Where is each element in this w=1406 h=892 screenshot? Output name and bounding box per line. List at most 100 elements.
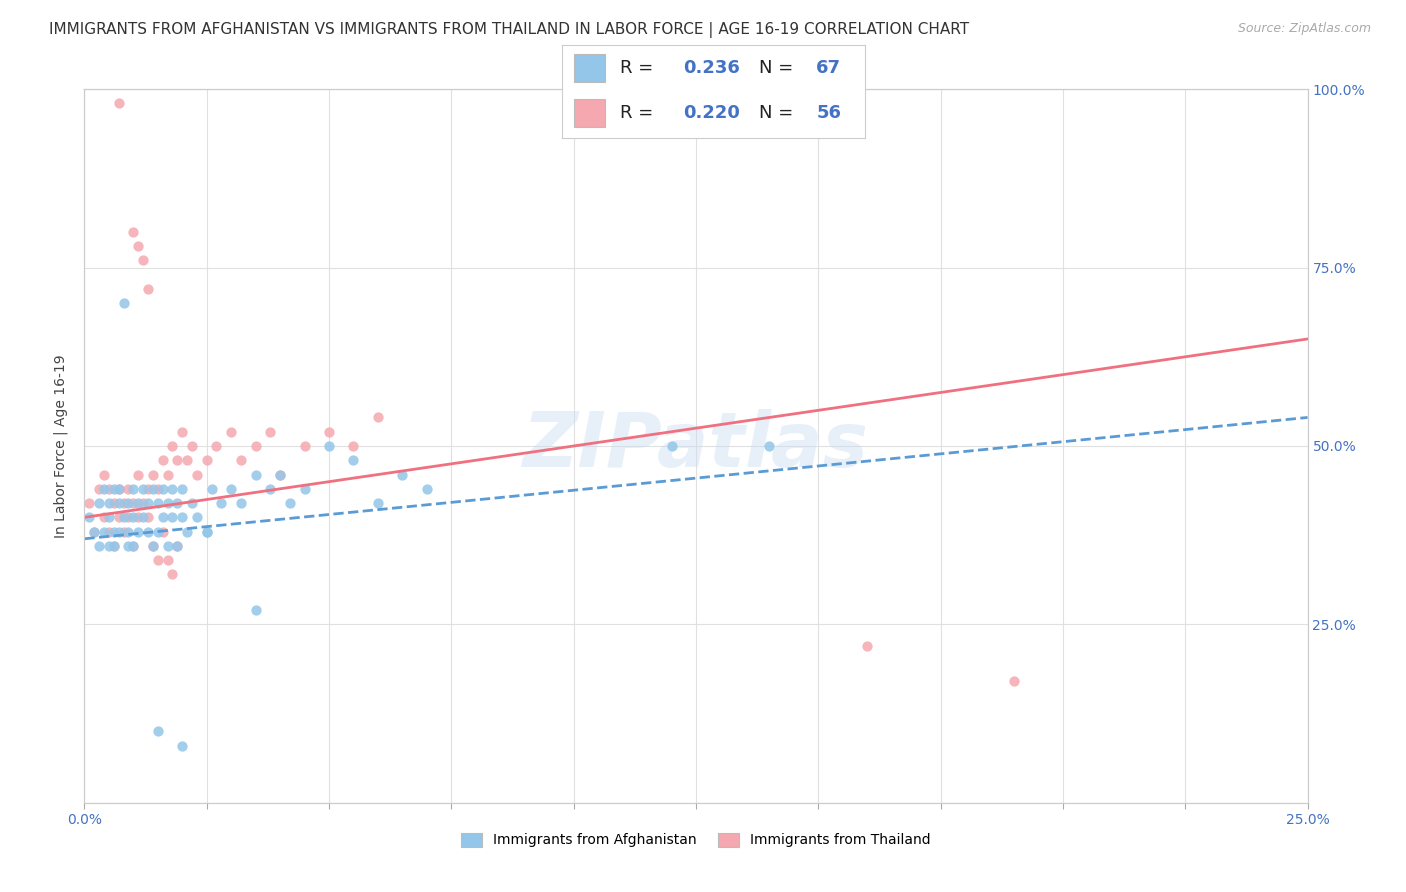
Point xyxy=(245,603,267,617)
Point xyxy=(97,482,120,496)
Point xyxy=(172,425,194,439)
Point xyxy=(259,425,281,439)
Point xyxy=(97,496,120,510)
Point xyxy=(152,510,174,524)
Point xyxy=(136,510,159,524)
Point xyxy=(162,510,184,524)
Point xyxy=(661,439,683,453)
Point xyxy=(146,724,169,739)
Point xyxy=(142,539,165,553)
Point xyxy=(195,453,218,467)
Point xyxy=(132,253,155,268)
Text: R =: R = xyxy=(620,104,659,122)
Point xyxy=(219,482,242,496)
Point xyxy=(195,524,218,539)
Point xyxy=(391,467,413,482)
Point xyxy=(107,96,129,111)
Point xyxy=(172,510,194,524)
Point xyxy=(294,482,316,496)
Point xyxy=(103,496,125,510)
Point xyxy=(162,567,184,582)
Bar xyxy=(575,54,605,82)
Point xyxy=(87,496,110,510)
Point xyxy=(142,467,165,482)
Point xyxy=(156,539,179,553)
Text: Source: ZipAtlas.com: Source: ZipAtlas.com xyxy=(1237,22,1371,36)
Point xyxy=(176,453,198,467)
Point xyxy=(758,439,780,453)
Point xyxy=(93,467,115,482)
Y-axis label: In Labor Force | Age 16-19: In Labor Force | Age 16-19 xyxy=(53,354,69,538)
Point xyxy=(112,510,135,524)
Point xyxy=(132,510,155,524)
Text: 67: 67 xyxy=(817,59,841,77)
Point xyxy=(136,496,159,510)
Point xyxy=(1002,674,1025,689)
Point xyxy=(152,524,174,539)
Point xyxy=(117,482,139,496)
Point xyxy=(122,225,145,239)
Point xyxy=(136,524,159,539)
Text: 56: 56 xyxy=(817,104,841,122)
Point xyxy=(117,496,139,510)
Point xyxy=(245,467,267,482)
Point xyxy=(127,524,149,539)
Point xyxy=(152,482,174,496)
Point xyxy=(107,482,129,496)
Point xyxy=(229,453,252,467)
Point xyxy=(93,510,115,524)
Point xyxy=(156,467,179,482)
Point xyxy=(97,510,120,524)
Point xyxy=(103,524,125,539)
Point xyxy=(122,510,145,524)
Point xyxy=(103,539,125,553)
Point xyxy=(156,553,179,567)
Point xyxy=(142,539,165,553)
Point xyxy=(127,510,149,524)
Point xyxy=(166,496,188,510)
Point xyxy=(342,453,364,467)
Point xyxy=(195,524,218,539)
Point xyxy=(127,467,149,482)
Point xyxy=(342,439,364,453)
Point xyxy=(103,482,125,496)
Point xyxy=(367,496,389,510)
Text: N =: N = xyxy=(759,104,799,122)
Point xyxy=(146,524,169,539)
Point xyxy=(136,482,159,496)
Point xyxy=(97,524,120,539)
Point xyxy=(162,439,184,453)
Point xyxy=(122,482,145,496)
Point xyxy=(142,482,165,496)
Point xyxy=(117,524,139,539)
Point xyxy=(127,496,149,510)
Point xyxy=(152,453,174,467)
Point xyxy=(229,496,252,510)
Point xyxy=(166,539,188,553)
Point xyxy=(186,510,208,524)
Point xyxy=(122,539,145,553)
Text: IMMIGRANTS FROM AFGHANISTAN VS IMMIGRANTS FROM THAILAND IN LABOR FORCE | AGE 16-: IMMIGRANTS FROM AFGHANISTAN VS IMMIGRANT… xyxy=(49,22,969,38)
Point xyxy=(112,524,135,539)
Point xyxy=(166,453,188,467)
Point xyxy=(136,282,159,296)
Point xyxy=(172,482,194,496)
Point xyxy=(117,510,139,524)
Text: N =: N = xyxy=(759,59,799,77)
Text: 0.236: 0.236 xyxy=(683,59,740,77)
Point xyxy=(318,439,340,453)
Point xyxy=(318,425,340,439)
Point xyxy=(87,539,110,553)
Point xyxy=(209,496,232,510)
Point xyxy=(103,539,125,553)
Point xyxy=(107,524,129,539)
Point xyxy=(93,482,115,496)
Point xyxy=(127,239,149,253)
Legend: Immigrants from Afghanistan, Immigrants from Thailand: Immigrants from Afghanistan, Immigrants … xyxy=(456,827,936,853)
Point xyxy=(294,439,316,453)
Point xyxy=(87,482,110,496)
Point xyxy=(181,439,204,453)
Point xyxy=(83,524,105,539)
Point xyxy=(269,467,291,482)
Text: R =: R = xyxy=(620,59,659,77)
